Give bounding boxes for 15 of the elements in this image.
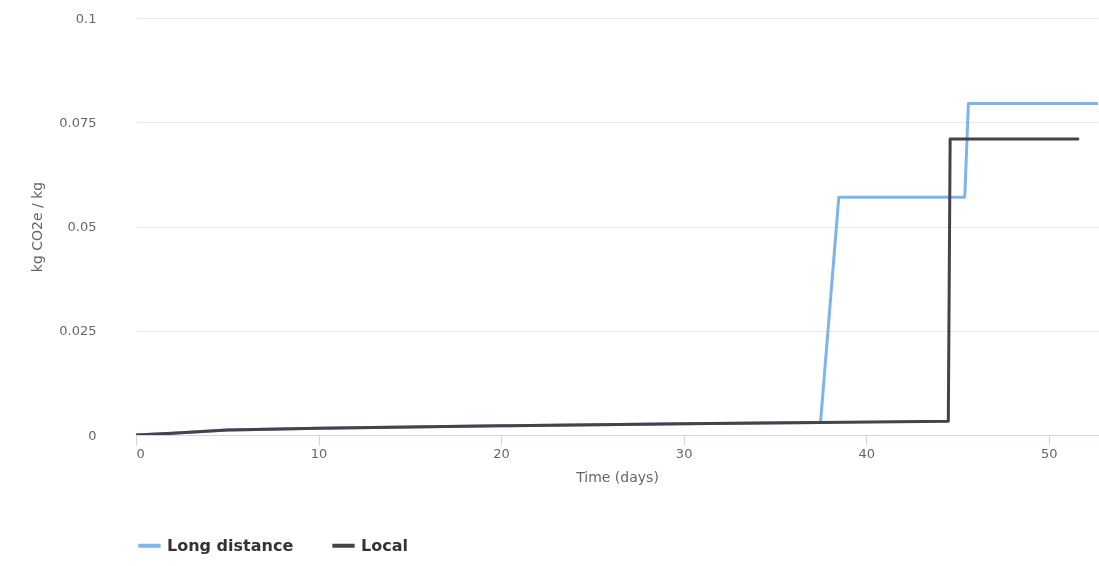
x-axis-title: Time (days) bbox=[575, 468, 659, 485]
y-axis-title: kg CO2e / kg bbox=[29, 181, 46, 273]
legend-label: Local bbox=[361, 535, 408, 555]
x-tick-label: 20 bbox=[493, 445, 510, 461]
x-tick-label: 10 bbox=[310, 445, 328, 461]
y-tick-label: 0.1 bbox=[75, 10, 97, 26]
x-tick-label: 30 bbox=[675, 445, 693, 461]
y-tick-label: 0.075 bbox=[59, 114, 97, 130]
y-tick-label: 0.025 bbox=[59, 323, 97, 339]
y-tick-label: 0 bbox=[88, 427, 97, 443]
x-tick-label: 50 bbox=[1040, 445, 1058, 461]
legend-label: Long distance bbox=[167, 535, 294, 555]
x-tick-label: 40 bbox=[858, 445, 875, 461]
x-tick-label: 0 bbox=[136, 445, 145, 461]
y-tick-label: 0.05 bbox=[67, 219, 97, 234]
